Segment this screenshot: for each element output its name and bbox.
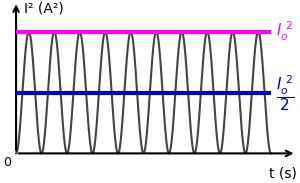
Text: I² (A²): I² (A²) — [24, 1, 64, 15]
Text: $I_o^{\ 2}$: $I_o^{\ 2}$ — [276, 20, 293, 43]
Text: t (s): t (s) — [268, 167, 296, 181]
Text: $\dfrac{I_o^{\ 2}}{2}$: $\dfrac{I_o^{\ 2}}{2}$ — [276, 73, 294, 113]
Text: 0: 0 — [3, 156, 11, 169]
